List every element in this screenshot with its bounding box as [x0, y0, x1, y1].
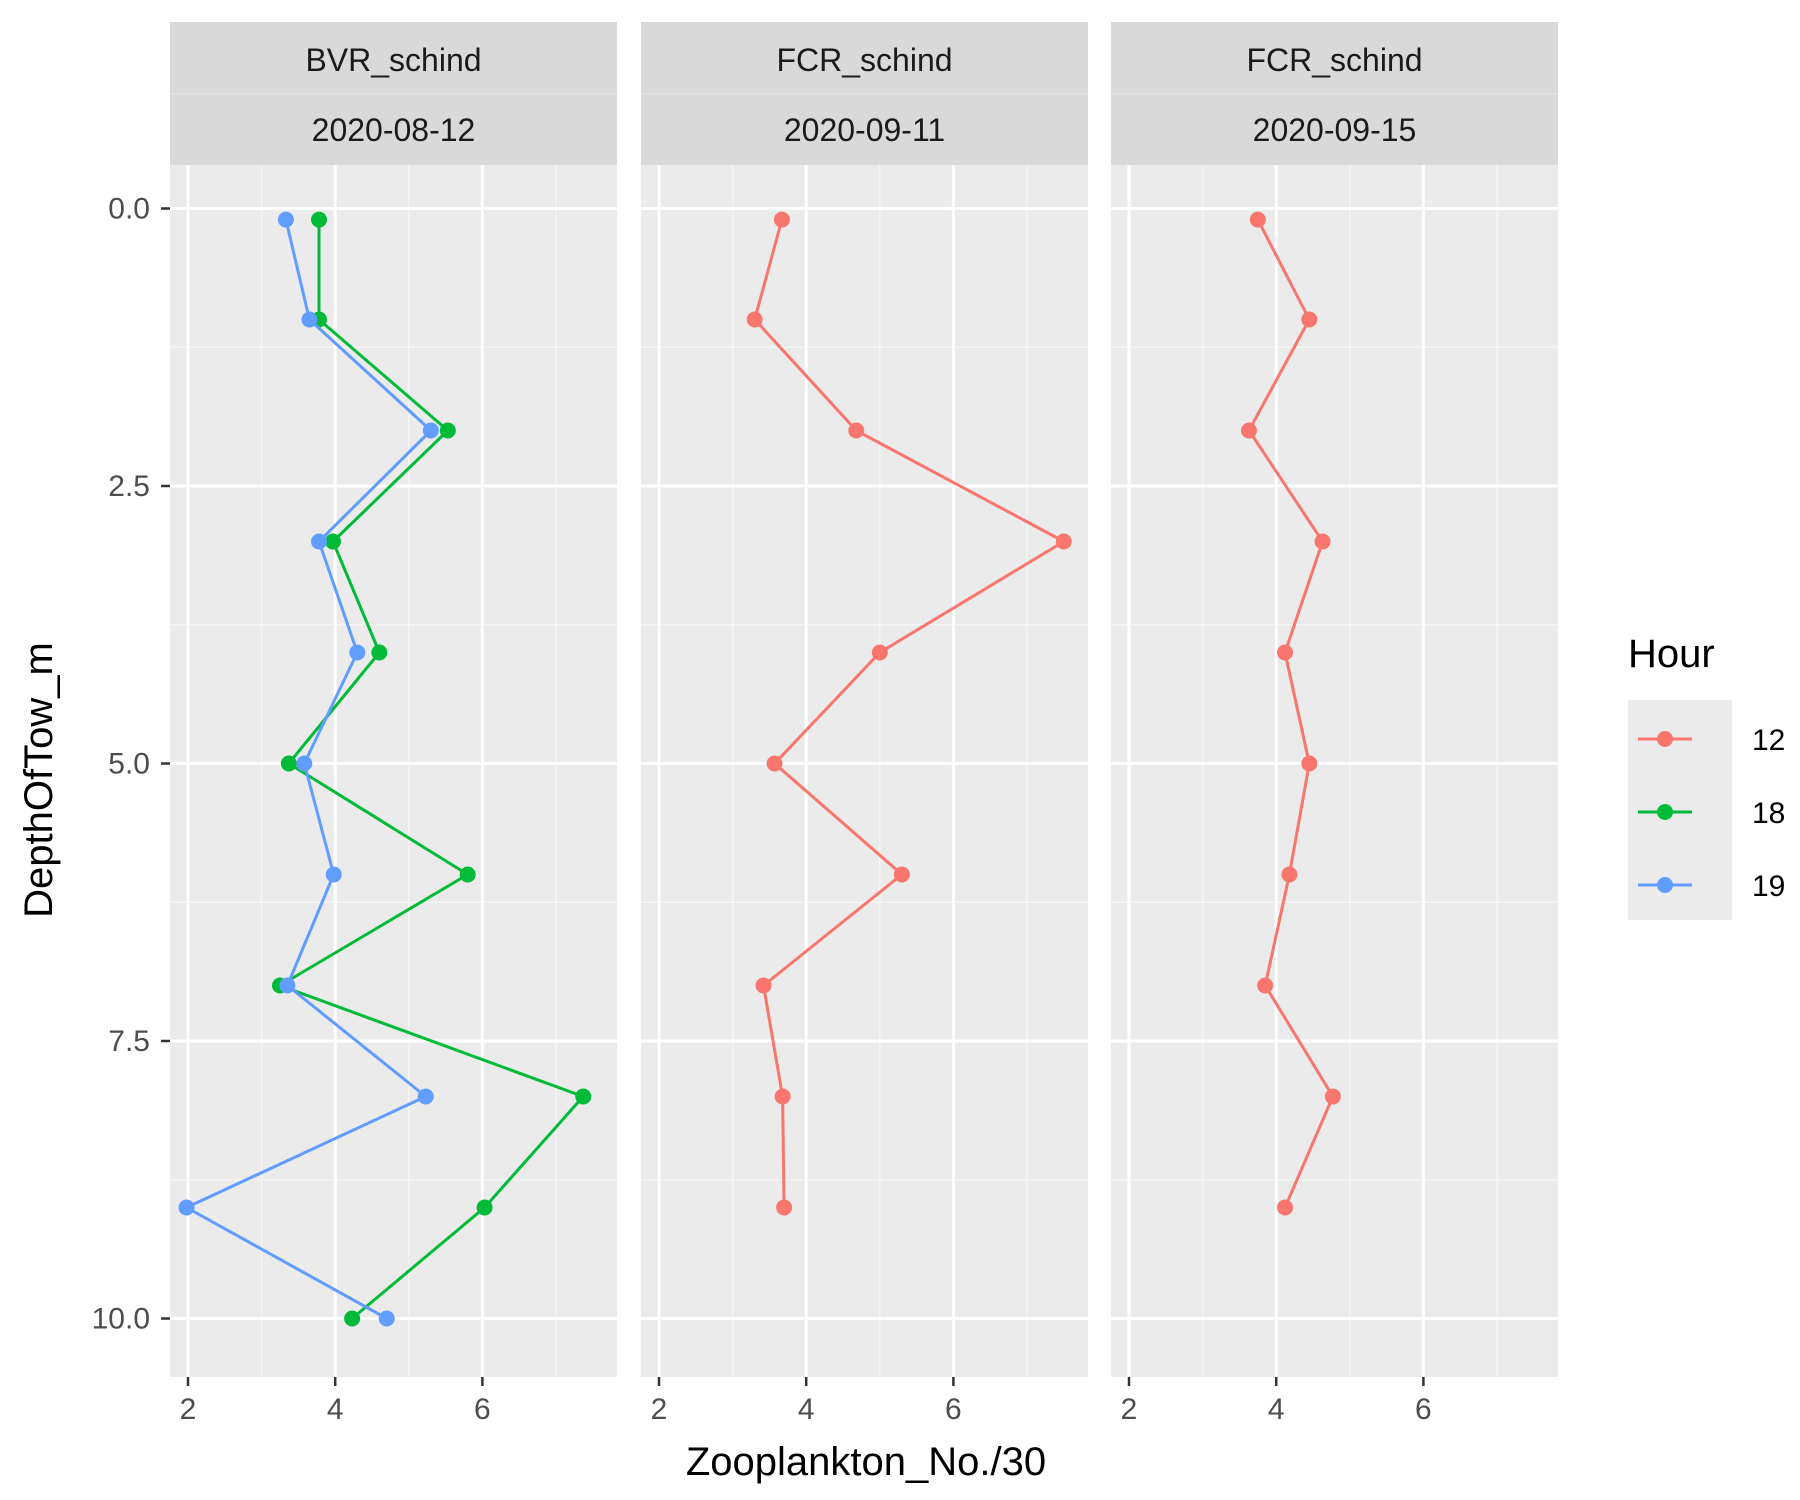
legend-key-point	[1657, 877, 1673, 893]
series-line	[1247, 218, 1335, 1209]
plot-background	[641, 165, 1088, 1377]
strip-label-bottom: 2020-09-15	[1253, 112, 1417, 148]
strip-top-bg	[1111, 22, 1558, 94]
data-point	[344, 1310, 361, 1327]
legend-entry-label: 18	[1752, 797, 1785, 830]
data-point	[1240, 422, 1257, 439]
data-point	[439, 422, 456, 439]
data-point	[349, 644, 366, 661]
panel-3: FCR_schind 2020-09-15 2 4 6	[1111, 22, 1558, 1426]
data-point	[371, 644, 388, 661]
strip-label-top: FCR_schind	[776, 42, 952, 78]
legend-key-background	[1628, 700, 1732, 920]
data-point	[311, 211, 328, 228]
data-point	[422, 422, 439, 439]
y-tick-label: 10.0	[92, 1303, 150, 1336]
data-point	[1257, 977, 1274, 994]
data-point	[1301, 755, 1318, 772]
data-point	[1281, 866, 1298, 883]
data-point	[280, 755, 297, 772]
strip-label-top: FCR_schind	[1246, 42, 1422, 78]
strip-bottom-bg	[170, 94, 617, 165]
series-line	[753, 219, 1066, 1208]
data-point	[296, 755, 313, 772]
data-point	[774, 1088, 791, 1105]
y-tick-label: 0.0	[108, 193, 150, 226]
y-axis-title: DepthOfTow_m	[17, 642, 61, 918]
y-tick-label: 7.5	[108, 1025, 150, 1058]
y-tick-label: 5.0	[108, 748, 150, 781]
data-point	[178, 1199, 195, 1216]
data-point	[459, 866, 476, 883]
data-point	[476, 1199, 493, 1216]
legend-entries: 12 18 19	[1628, 700, 1785, 920]
strip-label-top: BVR_schind	[305, 42, 481, 78]
x-tick-label: 4	[798, 1393, 815, 1426]
x-tick-label: 4	[327, 1393, 344, 1426]
data-point	[324, 533, 341, 550]
data-point	[311, 533, 328, 550]
data-point	[746, 311, 763, 328]
data-point	[277, 211, 294, 228]
data-point	[301, 311, 318, 328]
y-axis: 0.0 2.5 5.0 7.5 10.0	[92, 193, 170, 1336]
legend-entry-12: 12	[1638, 724, 1785, 757]
data-point	[1277, 644, 1294, 661]
data-point	[1277, 1199, 1294, 1216]
strip-top-bg	[170, 22, 617, 94]
legend: Hour 12 18 19	[1628, 632, 1785, 920]
x-tick-label: 4	[1268, 1393, 1285, 1426]
series-hour-12	[1240, 211, 1341, 1216]
data-point	[773, 211, 790, 228]
x-tick-label: 2	[651, 1393, 668, 1426]
plot-background	[1111, 165, 1558, 1377]
legend-key-point	[1657, 731, 1673, 747]
data-point	[776, 1199, 793, 1216]
legend-key-point	[1657, 804, 1673, 820]
strip-bottom-bg	[641, 94, 1088, 165]
legend-title: Hour	[1628, 632, 1715, 676]
strip-label-bottom: 2020-09-11	[784, 112, 945, 148]
data-point	[1314, 533, 1331, 550]
panel-2: FCR_schind 2020-09-11 2 4 6	[641, 22, 1088, 1426]
legend-entry-label: 12	[1752, 724, 1785, 757]
chart-panels: BVR_schind 2020-08-12 2 4 6 FCR_schind 2020-09…	[170, 22, 1558, 1426]
data-point	[766, 755, 783, 772]
data-point	[1055, 533, 1072, 550]
data-point	[1324, 1088, 1341, 1105]
legend-entry-label: 19	[1752, 870, 1785, 903]
data-point	[575, 1088, 592, 1105]
x-tick-label: 6	[1415, 1393, 1432, 1426]
strip-top-bg	[641, 22, 1088, 94]
x-tick-label: 6	[474, 1393, 491, 1426]
data-point	[755, 977, 772, 994]
strip-bottom-bg	[1111, 94, 1558, 165]
data-point	[1249, 211, 1266, 228]
x-tick-label: 2	[1121, 1393, 1138, 1426]
series-hour-19	[178, 211, 439, 1327]
data-point	[378, 1310, 395, 1327]
series-hour-12	[746, 211, 1072, 1216]
data-point	[893, 866, 910, 883]
x-tick-label: 6	[945, 1393, 962, 1426]
data-point	[325, 866, 342, 883]
panel-1: BVR_schind 2020-08-12 2 4 6	[170, 22, 617, 1426]
data-point	[871, 644, 888, 661]
plot-background	[170, 165, 617, 1377]
legend-entry-18: 18	[1638, 797, 1785, 830]
x-tick-label: 2	[180, 1393, 197, 1426]
y-tick-label: 2.5	[108, 470, 150, 503]
data-point	[1301, 311, 1318, 328]
x-axis-title: Zooplankton_No./30	[686, 1440, 1046, 1484]
data-point	[417, 1088, 434, 1105]
data-point	[279, 977, 296, 994]
legend-entry-19: 19	[1638, 870, 1785, 903]
strip-label-bottom: 2020-08-12	[312, 112, 476, 148]
data-point	[848, 422, 865, 439]
